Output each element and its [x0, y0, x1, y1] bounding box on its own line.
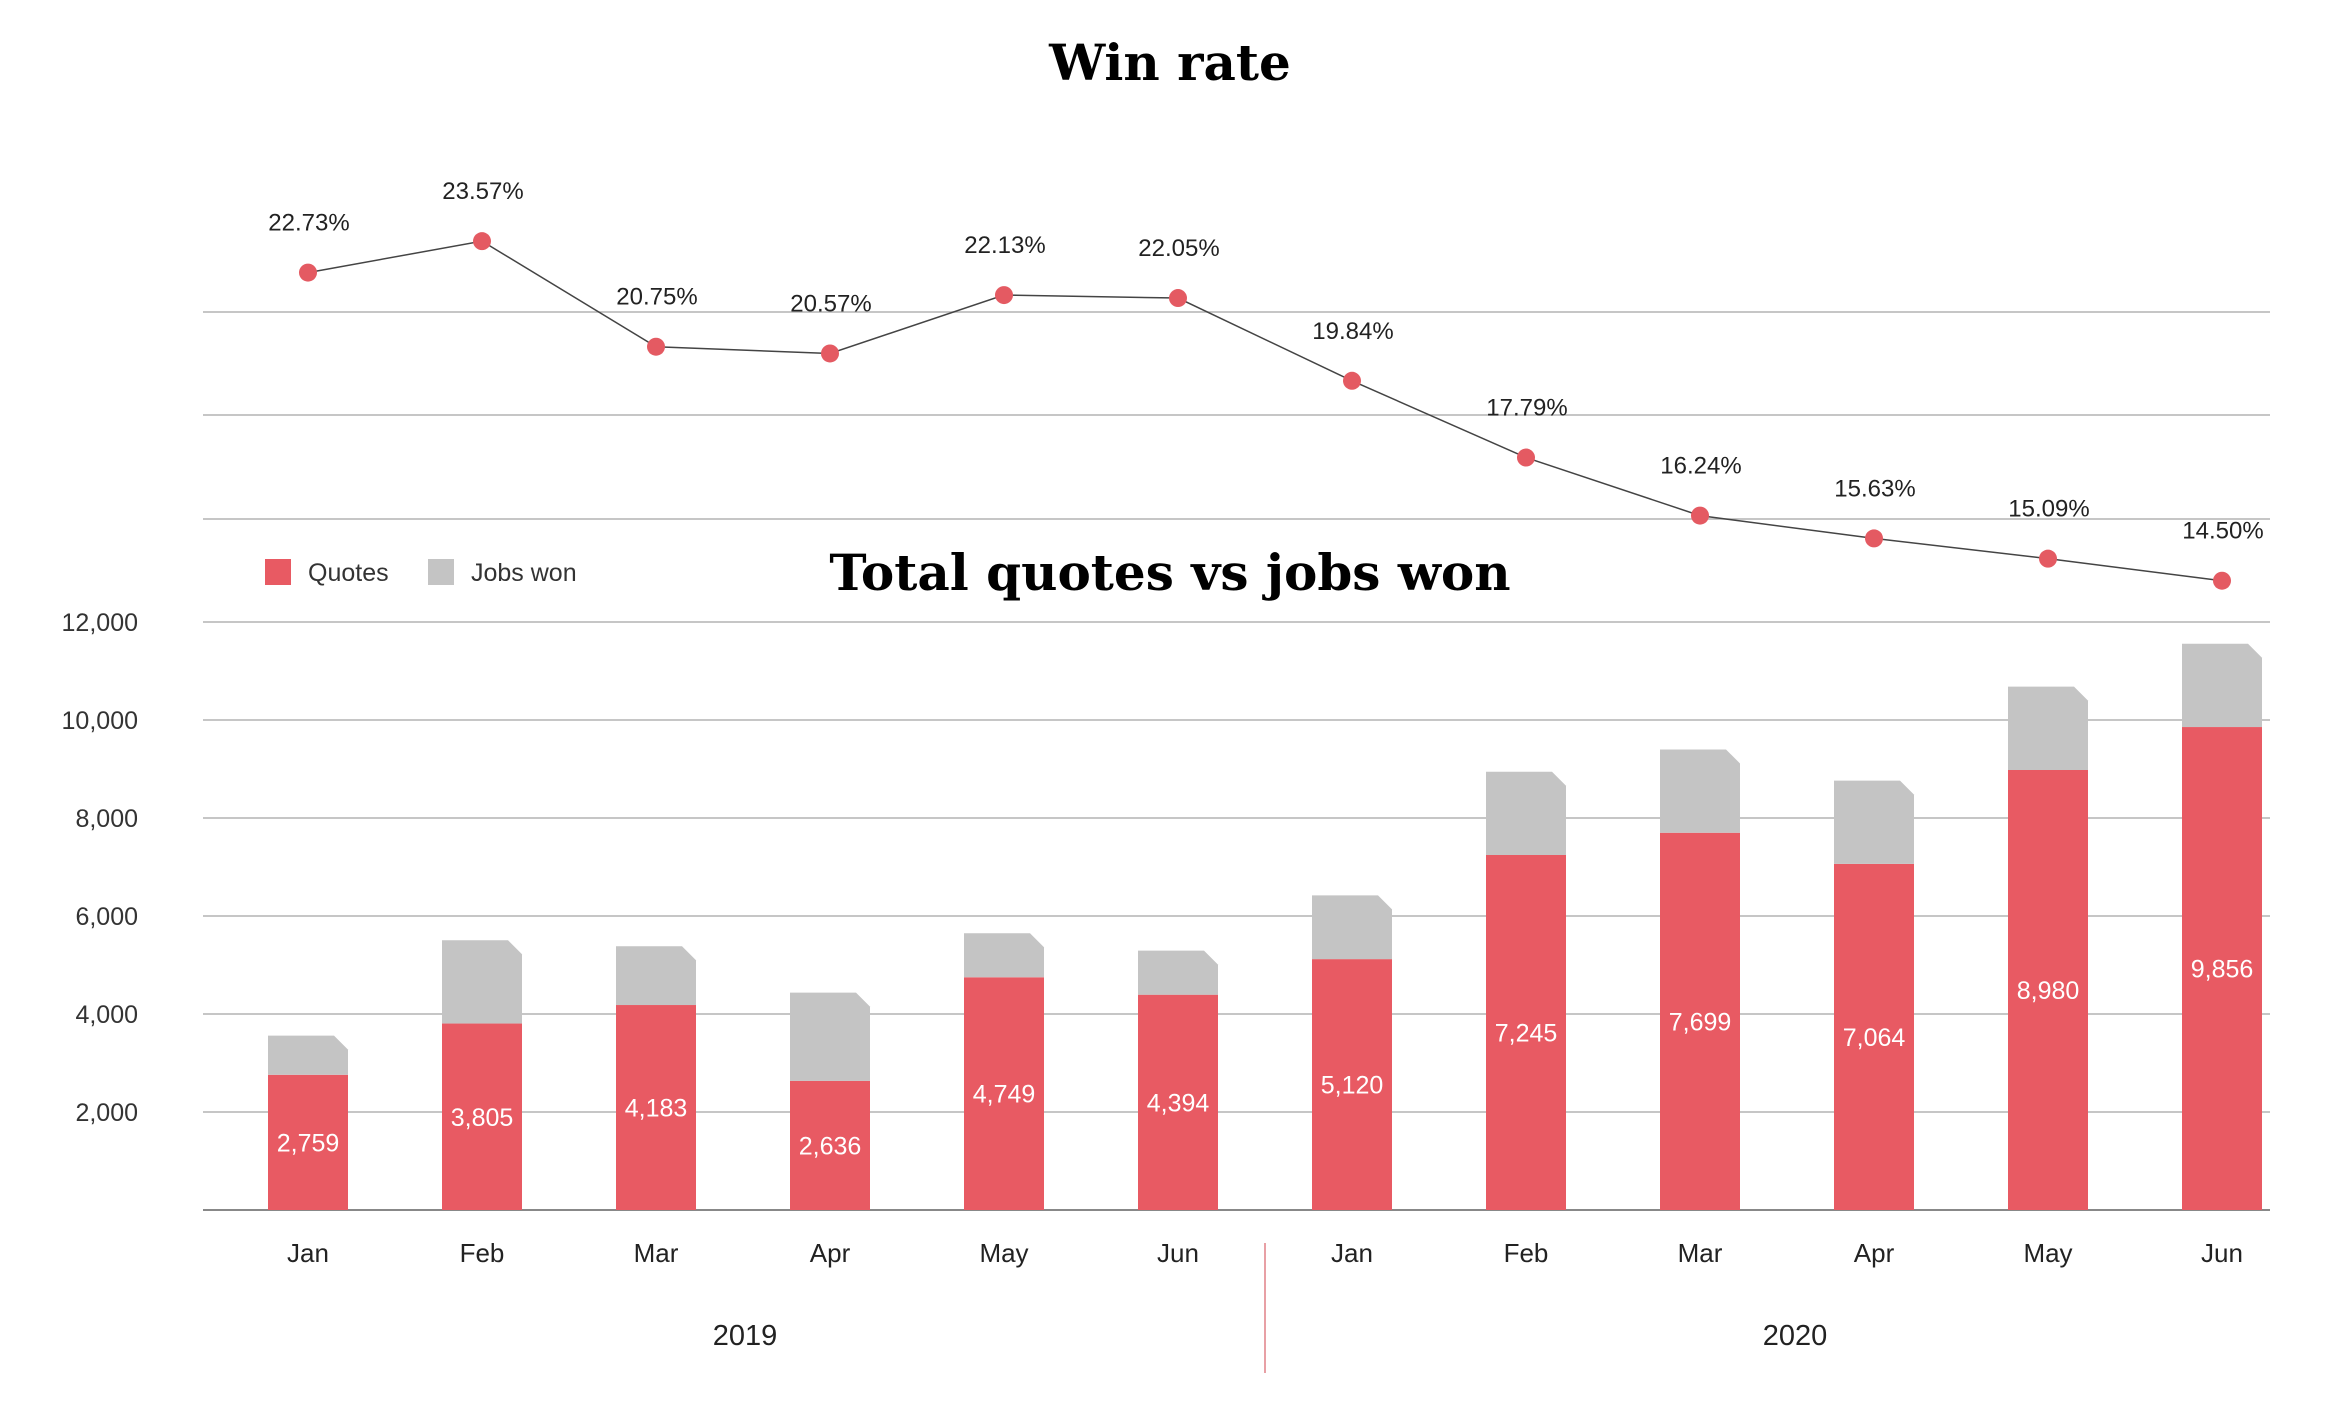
bar-jobs-won [1138, 950, 1218, 995]
win-rate-series: 22.73% 23.57% 20.75% 20.57% 22.13% 22.05% 19.8… [268, 178, 2264, 590]
bar-jobs-won [2008, 686, 2088, 770]
bar-value-label: 4,749 [973, 1081, 1036, 1109]
win-rate-value-label: 19.84% [1312, 318, 1393, 345]
quotes-chart-title: Total quotes vs jobs won [829, 543, 1510, 602]
bar-quotes [1138, 994, 1218, 1210]
x-category-label: Mar [1678, 1238, 1723, 1268]
year-label-2019: 2019 [713, 1320, 778, 1352]
x-category-label: May [2023, 1238, 2072, 1268]
bar-quotes [2008, 769, 2088, 1210]
bar-value-label: 3,805 [451, 1104, 514, 1132]
win-rate-value-label: 23.57% [442, 178, 523, 205]
y-tick-label: 4,000 [75, 1001, 138, 1029]
win-rate-value-label: 20.75% [616, 284, 697, 311]
y-tick-label: 2,000 [75, 1099, 138, 1127]
win-rate-value-label: 22.73% [268, 210, 349, 237]
bar-jobs-won [1312, 895, 1392, 960]
x-category-label: May [979, 1238, 1028, 1268]
bar-value-label: 2,759 [277, 1129, 340, 1157]
x-category-label: Apr [810, 1238, 851, 1268]
legend: Quotes Jobs won [265, 559, 577, 587]
bar-value-label: 2,636 [799, 1132, 862, 1160]
x-axis-category-labels: Jan Feb Mar Apr May Jun Jan Feb Mar Apr May Jun [287, 1238, 2243, 1268]
y-tick-label: 8,000 [75, 805, 138, 833]
x-category-label: Mar [634, 1238, 679, 1268]
legend-label-jobs-won: Jobs won [471, 559, 577, 587]
legend-swatch-quotes [265, 559, 291, 585]
win-rate-point [821, 344, 839, 363]
bar-value-label: 7,699 [1669, 1008, 1732, 1036]
win-rate-value-label: 22.13% [964, 232, 1045, 259]
win-rate-point [473, 232, 491, 251]
x-category-label: Jun [2201, 1238, 2243, 1268]
bar-quotes [616, 1005, 696, 1210]
x-category-label: Jan [1331, 1238, 1373, 1268]
win-rate-gridlines [203, 311, 2270, 520]
bar-quotes [442, 1023, 522, 1210]
bar-quotes [1834, 863, 1914, 1210]
legend-label-quotes: Quotes [308, 559, 389, 587]
bar-value-label: 4,183 [625, 1095, 688, 1123]
bar-jobs-won [1486, 771, 1566, 855]
y-tick-label: 10,000 [62, 707, 138, 735]
bar-jobs-won [442, 940, 522, 1024]
bar-chart-gridlines [203, 621, 2270, 1211]
win-rate-point [1517, 448, 1535, 467]
bar-jobs-won [2182, 643, 2262, 728]
bar-value-label: 8,980 [2017, 977, 2080, 1005]
win-rate-line [307, 240, 2223, 582]
bar-quotes [964, 977, 1044, 1210]
bar-value-label: 9,856 [2191, 956, 2254, 984]
x-category-label: Jun [1157, 1238, 1199, 1268]
bar-value-label: 7,245 [1495, 1019, 1558, 1047]
bar-quotes [268, 1074, 348, 1210]
y-tick-label: 12,000 [62, 609, 138, 637]
win-rate-point [995, 286, 1013, 305]
win-rate-value-label: 16.24% [1660, 453, 1741, 480]
bar-quotes [1660, 832, 1740, 1210]
bar-value-label: 5,120 [1321, 1072, 1384, 1100]
win-rate-point [2213, 571, 2231, 590]
win-rate-value-label: 15.63% [1834, 475, 1915, 502]
bar-jobs-won [268, 1035, 348, 1075]
win-rate-point [647, 337, 665, 356]
bar-quotes [2182, 727, 2262, 1210]
year-label-2020: 2020 [1763, 1320, 1828, 1352]
win-rate-title: Win rate [1048, 33, 1291, 92]
bar-quotes [1486, 854, 1566, 1210]
win-rate-point [1343, 371, 1361, 390]
win-rate-point [1865, 529, 1883, 548]
win-rate-value-label: 20.57% [790, 290, 871, 317]
bar-jobs-won [1660, 749, 1740, 833]
bar-series: 2,759 3,805 4,183 2,636 4,749 4,394 5,120 7,245… [268, 643, 2262, 1210]
bar-quotes [790, 1080, 870, 1210]
y-tick-label: 6,000 [75, 903, 138, 931]
bar-quotes [1312, 959, 1392, 1210]
y-axis-tick-labels: 2,000 4,000 6,000 8,000 10,000 12,000 [62, 609, 138, 1127]
win-rate-point [1169, 289, 1187, 308]
win-rate-value-label: 22.05% [1138, 235, 1219, 262]
bar-jobs-won [790, 992, 870, 1081]
win-rate-value-label: 14.50% [2182, 518, 2263, 545]
win-rate-value-label: 17.79% [1486, 395, 1567, 422]
win-rate-value-label: 15.09% [2008, 496, 2089, 523]
bar-value-label: 4,394 [1147, 1089, 1210, 1117]
bar-jobs-won [1834, 780, 1914, 864]
bar-jobs-won [616, 946, 696, 1006]
x-category-label: Apr [1854, 1238, 1895, 1268]
win-rate-point [1691, 506, 1709, 525]
bar-jobs-won [964, 933, 1044, 978]
win-rate-point [299, 263, 317, 282]
legend-swatch-jobs-won [428, 559, 454, 585]
x-category-label: Feb [460, 1238, 505, 1268]
x-category-label: Jan [287, 1238, 329, 1268]
bar-value-label: 7,064 [1843, 1024, 1906, 1052]
x-category-label: Feb [1504, 1238, 1549, 1268]
win-rate-point [2039, 549, 2057, 568]
